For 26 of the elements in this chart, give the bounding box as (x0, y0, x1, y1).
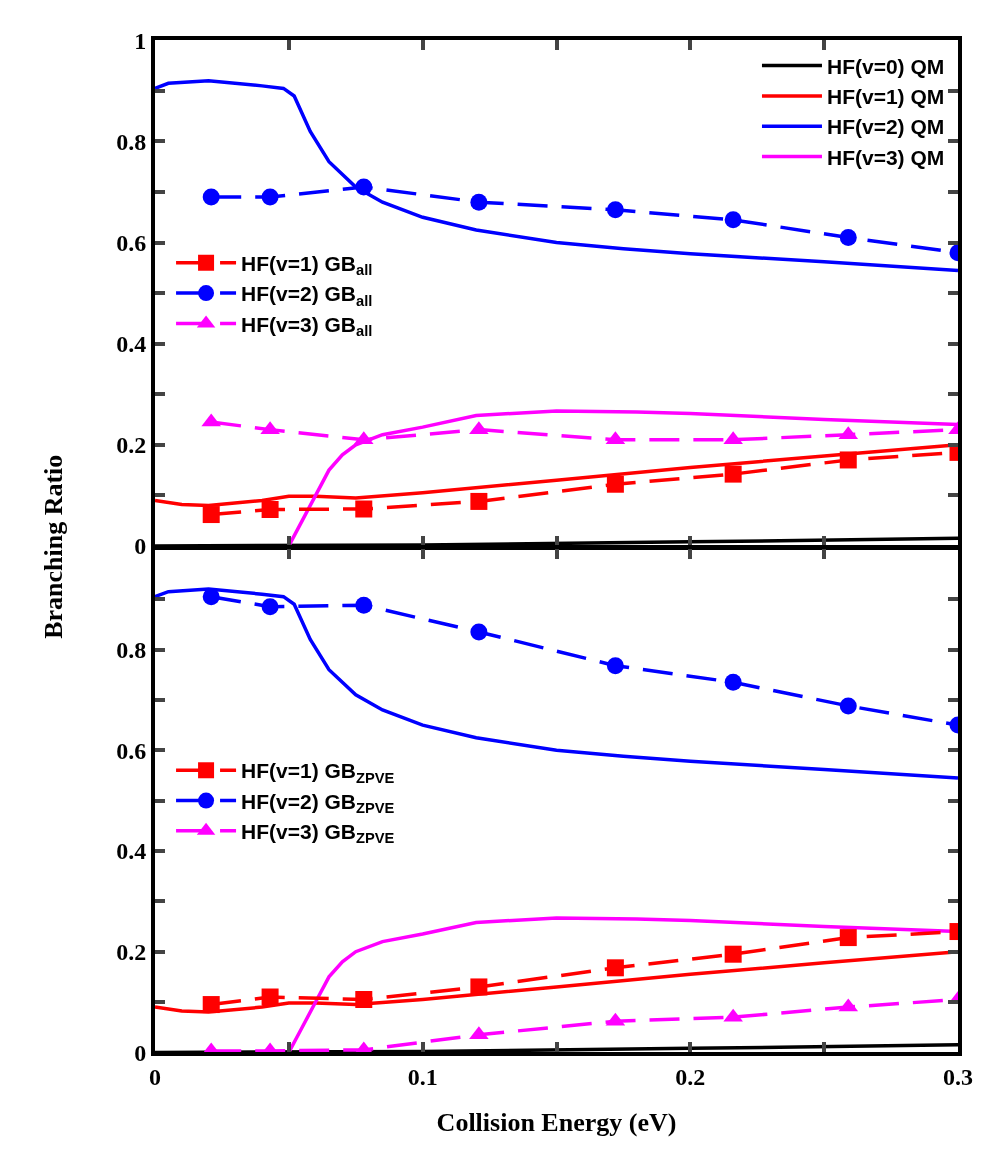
x-tick-label: 0.1 (407, 1064, 438, 1091)
y-tick-label: 0.6 (116, 737, 147, 764)
legend-label: HF(v=1) GB$_{ZPVE}$ (241, 759, 395, 786)
legend-label: HF(v=3) GB$_{all}$ (241, 312, 373, 339)
x-tick-label: 0.2 (675, 1064, 706, 1091)
legend-label: HF(v=1) QM (826, 85, 945, 109)
y-tick-label: 0.2 (116, 939, 147, 966)
y-tick-label: 0.4 (116, 331, 147, 358)
y-tick-label: 0.2 (116, 432, 147, 459)
y-tick-label: 0.6 (116, 229, 147, 256)
y-tick-label: 0.4 (116, 838, 147, 865)
y-axis-title: Branching Ratio (39, 454, 69, 639)
y-tick-label: 0 (134, 1039, 147, 1066)
legend-label: HF(v=2) GB$_{all}$ (241, 282, 373, 309)
legend-label: HF(v=3) GB$_{ZPVE}$ (241, 820, 395, 847)
legend-label: HF(v=1) GB$_{all}$ (241, 251, 373, 279)
y-tick-label: 0.8 (116, 128, 147, 155)
y-tick-label: 0.8 (116, 636, 147, 663)
legend-label: HF(v=3) QM (826, 145, 945, 169)
legend-label: HF(v=2) QM (826, 115, 945, 139)
y-tick-label: 0 (134, 533, 147, 560)
legend-label: HF(v=2) GB$_{ZPVE}$ (241, 789, 395, 817)
legend-label: HF(v=0) QM (826, 54, 945, 78)
y-tick-label: 1 (134, 27, 147, 54)
x-axis-title: Collision Energy (eV) (436, 1108, 677, 1138)
x-tick-label: 0.3 (943, 1064, 973, 1091)
